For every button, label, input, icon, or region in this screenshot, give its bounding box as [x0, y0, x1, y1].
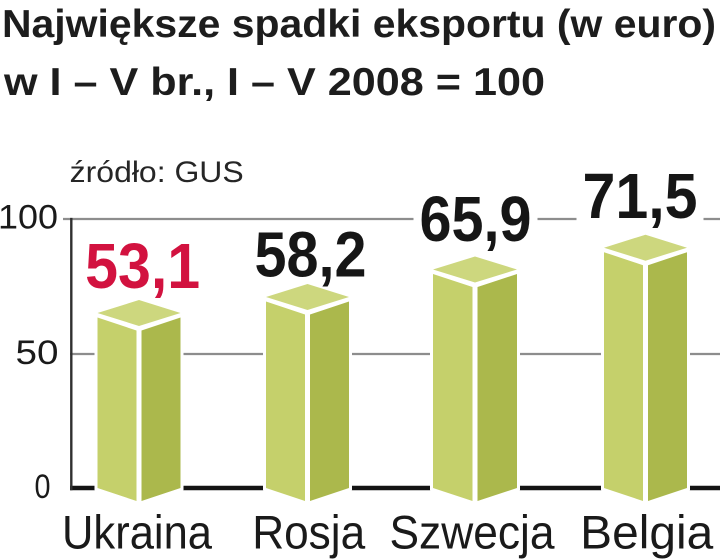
svg-text:Szwecja: Szwecja — [390, 506, 556, 559]
svg-text:58,2: 58,2 — [255, 219, 367, 291]
svg-text:Ukraina: Ukraina — [62, 506, 213, 559]
svg-text:Rosja: Rosja — [252, 506, 366, 559]
svg-text:100: 100 — [0, 198, 58, 236]
svg-text:53,1: 53,1 — [85, 230, 200, 302]
svg-text:50: 50 — [16, 334, 59, 372]
svg-text:w I – V br., I – V 2008 = 100: w I – V br., I – V 2008 = 100 — [3, 61, 545, 104]
svg-text:71,5: 71,5 — [583, 160, 698, 232]
svg-text:źródło: GUS: źródło: GUS — [70, 156, 244, 189]
svg-text:0: 0 — [35, 468, 51, 506]
svg-text:65,9: 65,9 — [420, 183, 532, 255]
svg-text:Największe spadki eksportu (w: Największe spadki eksportu (w euro) — [2, 3, 716, 46]
svg-text:Belgia: Belgia — [580, 506, 714, 559]
